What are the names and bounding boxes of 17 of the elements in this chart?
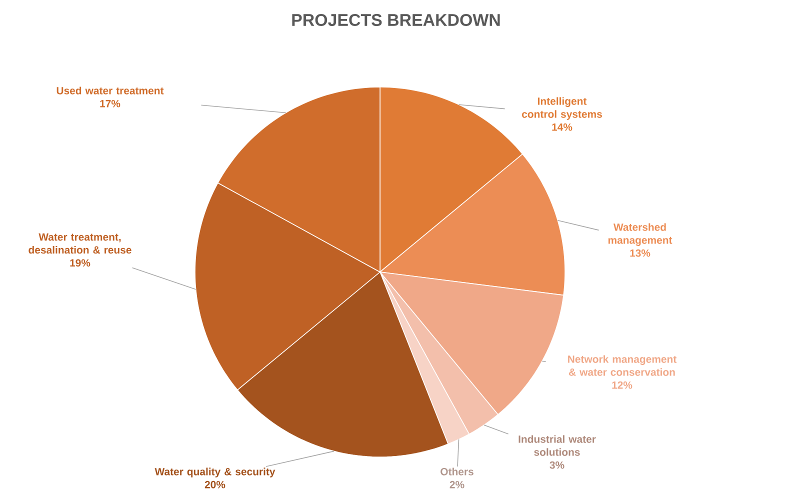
data-label: 13% [630, 249, 650, 257]
slice-label: Water treatment, desalination & reuse [28, 233, 132, 254]
data-label: 2% [450, 480, 464, 488]
slice-label: Network management & water conservation [568, 355, 677, 376]
chart-title: PROJECTS BREAKDOWN [292, 14, 500, 26]
data-label: 17% [100, 100, 120, 108]
data-label: 12% [612, 381, 632, 389]
slice-label: Others [440, 468, 474, 476]
slice-label: Water quality & security [154, 468, 276, 478]
slice-label: Watershed management [608, 223, 672, 246]
data-label: 19% [70, 259, 90, 267]
slice-label: Intelligent control systems [522, 97, 602, 120]
slice-label: Used water treatment [56, 86, 164, 94]
data-label: 14% [552, 123, 572, 131]
data-label: 20% [204, 480, 226, 488]
slice-label: Industrial water solutions [518, 435, 596, 456]
data-label: 3% [550, 461, 564, 469]
